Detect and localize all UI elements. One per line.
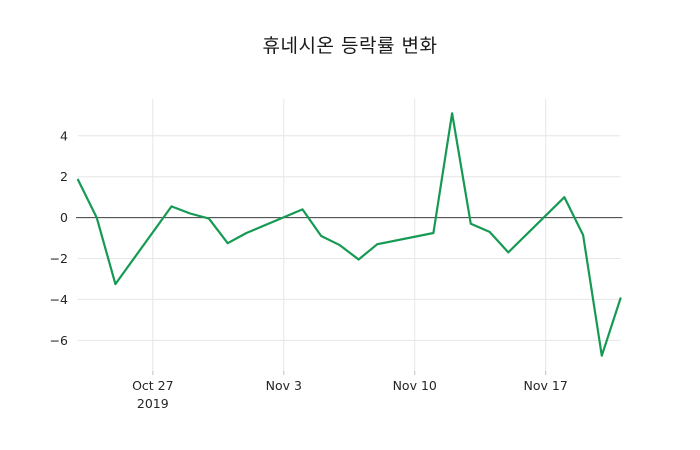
y-tick-label: 4	[60, 128, 68, 143]
y-tick-label: −6	[50, 333, 68, 348]
x-tick-label: Nov 3	[266, 378, 302, 393]
x-tick-labels: Oct 27 2019 Nov 3 Nov 10 Nov 17	[132, 378, 568, 411]
y-tick-label: 0	[60, 210, 68, 225]
y-gridlines	[78, 135, 621, 341]
y-tick-label: −4	[50, 292, 68, 307]
series-line	[76, 112, 622, 357]
y-tick-label: 2	[60, 169, 68, 184]
x-tick-label: Nov 10	[393, 378, 437, 393]
y-tick-label: −2	[50, 251, 68, 266]
x-tick-label: Oct 27	[132, 378, 174, 393]
chart-title: 휴네시온 등락률 변화	[262, 35, 438, 57]
y-tick-labels: 4 2 0 −2 −4 −6	[50, 128, 68, 348]
x-tick-sublabel: 2019	[137, 396, 169, 411]
x-tick-label: Nov 17	[524, 378, 568, 393]
x-gridlines	[152, 99, 547, 375]
